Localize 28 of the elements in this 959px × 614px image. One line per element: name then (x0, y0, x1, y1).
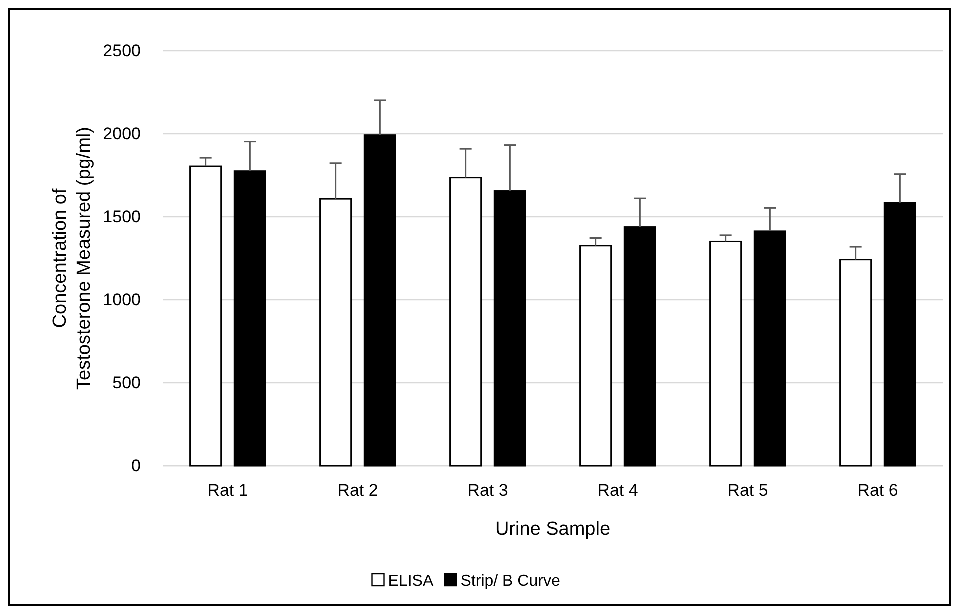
bar (580, 245, 612, 467)
y-tick-label: 500 (112, 374, 141, 392)
bar (624, 226, 656, 467)
y-tick-label: 0 (132, 456, 141, 476)
bar (710, 240, 742, 467)
bar (494, 190, 526, 467)
legend-label: ELISA (388, 573, 434, 590)
legend-label: Strip/ B Curve (460, 573, 560, 590)
bar (450, 177, 482, 467)
x-tick-label: Rat 3 (468, 481, 508, 500)
x-axis-title: Urine Sample (495, 519, 611, 540)
x-tick-label: Rat 5 (728, 481, 768, 500)
y-tick-label: 1000 (103, 290, 141, 310)
x-tick-label: Rat 2 (338, 481, 378, 500)
bar (840, 259, 872, 467)
bar (190, 166, 222, 467)
x-tick-label: Rat 1 (208, 481, 248, 500)
y-tick-label: 2000 (103, 124, 141, 144)
x-tick-label: Rat 4 (598, 481, 638, 500)
bar (320, 198, 352, 467)
bar (364, 134, 396, 467)
x-tick-label: Rat 6 (858, 481, 898, 500)
bar (754, 230, 786, 467)
y-tick-label: 2500 (103, 42, 141, 60)
bar (884, 202, 916, 467)
bar (234, 170, 266, 467)
y-axis-title: Concentration of Testosterone Measured (pg/ml) (50, 127, 95, 390)
y-tick-label: 1500 (103, 208, 141, 226)
